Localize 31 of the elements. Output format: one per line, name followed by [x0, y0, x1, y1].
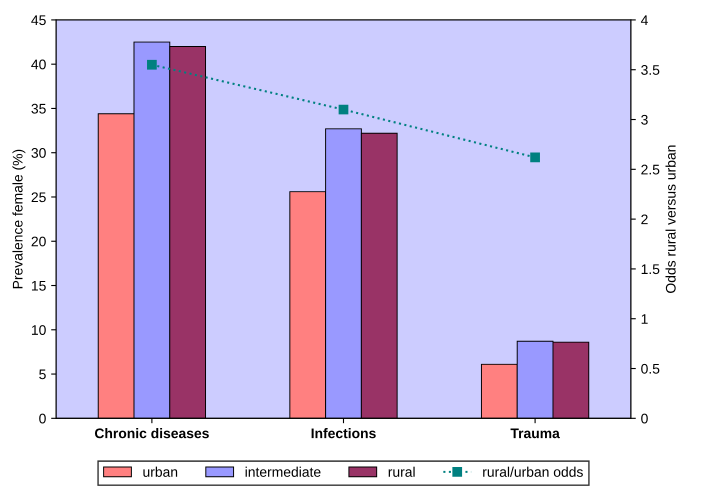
y2-tick-label: 2 [641, 214, 648, 224]
y-tick-label: 40 [31, 60, 46, 70]
y-axis-title: Prevalence female (%) [12, 150, 26, 288]
y2-tick-label: 2.5 [641, 164, 660, 174]
y-tick-label: 25 [32, 192, 46, 202]
y-tick-label: 10 [32, 325, 46, 335]
legend-label: rural [388, 466, 415, 477]
x-tick-label: Trauma [510, 428, 560, 438]
y-tick-label: 45 [31, 15, 46, 26]
point [338, 104, 348, 114]
y2-tick-label: 0 [641, 414, 648, 424]
y2-axis-title: Odds rural versus urban [665, 146, 676, 293]
point [147, 60, 157, 70]
y2-tick-label: 1.5 [642, 264, 660, 274]
y-tick-label: 35 [31, 104, 46, 114]
legend-label: rural/urban odds [483, 466, 583, 477]
y-tick-label: 5 [39, 370, 46, 380]
y2-tick-label: 3.5 [641, 65, 660, 75]
legend-label: intermediate [246, 466, 321, 477]
x-tick-label: Chronic diseases [94, 428, 209, 438]
y-tick-label: 30 [31, 148, 46, 158]
y-tick-label: 0 [39, 414, 46, 424]
legend-label: urban [143, 466, 178, 477]
y2-tick-label: 4 [640, 15, 648, 25]
y2-tick-label: 3 [641, 114, 648, 125]
y-tick-label: 15 [32, 280, 46, 291]
x-tick-label: Infections [312, 428, 376, 438]
point [530, 152, 540, 162]
y2-tick-label: 1 [642, 314, 648, 324]
y2-tick-label: 0.5 [641, 364, 660, 374]
y-tick-label: 20 [32, 236, 46, 246]
